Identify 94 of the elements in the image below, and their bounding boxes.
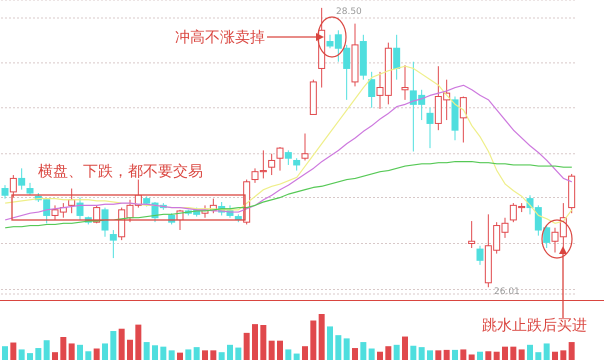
bar — [202, 350, 208, 360]
bar — [552, 352, 558, 360]
bar — [218, 352, 225, 360]
bar — [227, 344, 233, 360]
candlestick — [468, 220, 476, 248]
candlestick — [268, 153, 276, 176]
annotation: 28.50 — [336, 7, 362, 17]
candlestick — [2, 184, 8, 200]
candlestick — [26, 182, 34, 196]
bar — [118, 328, 125, 360]
bar — [535, 352, 542, 360]
bar — [285, 349, 292, 360]
bar — [44, 340, 50, 360]
bar — [518, 349, 525, 360]
bar — [468, 354, 475, 360]
bar — [135, 324, 142, 360]
bar — [68, 343, 75, 360]
bar — [152, 345, 158, 360]
candlestick — [102, 207, 108, 238]
bar — [560, 350, 566, 360]
bar — [294, 354, 300, 360]
bar — [394, 344, 400, 360]
candlestick — [426, 107, 434, 149]
candlestick — [293, 158, 300, 172]
candlestick — [76, 196, 84, 220]
bar — [194, 347, 200, 360]
candlestick — [10, 174, 17, 198]
bar — [485, 351, 492, 360]
bar — [444, 350, 450, 360]
annotation: 跳水止跌后买进 — [482, 316, 587, 334]
bar — [127, 340, 133, 360]
candlestick — [402, 64, 408, 100]
bar — [477, 352, 483, 360]
annotation: 横盘、下跌，都不要交易 — [38, 162, 203, 180]
candlestick — [276, 146, 284, 172]
bar — [318, 314, 325, 360]
bar — [568, 342, 575, 360]
bar — [10, 342, 16, 360]
bar — [510, 346, 516, 360]
bar — [352, 348, 358, 360]
bar — [402, 336, 408, 360]
bar — [377, 352, 383, 360]
candlestick — [460, 96, 467, 144]
bar — [335, 335, 342, 360]
bar — [327, 326, 333, 360]
bar — [27, 353, 33, 360]
candlestick — [110, 230, 117, 259]
bar — [302, 346, 308, 360]
bar — [344, 338, 350, 360]
candlestick — [302, 133, 308, 161]
bar — [210, 350, 216, 360]
bar — [360, 342, 366, 360]
bar — [527, 344, 533, 360]
bar — [77, 344, 83, 360]
bar — [52, 352, 58, 360]
bar — [177, 352, 183, 360]
bar — [494, 352, 500, 360]
bar — [144, 342, 150, 360]
bar — [460, 349, 466, 360]
bar — [94, 348, 100, 360]
bar — [2, 346, 8, 360]
bar — [418, 347, 425, 360]
bar — [368, 348, 375, 360]
annotation: 冲高不涨卖掉 — [175, 28, 265, 46]
bar — [235, 348, 242, 360]
bar — [110, 331, 116, 360]
candlestick — [18, 168, 26, 190]
annotation: 26.01 — [494, 287, 520, 297]
bar — [427, 350, 433, 360]
bar — [160, 346, 166, 360]
bar — [544, 343, 550, 360]
bar — [85, 351, 92, 360]
bar — [252, 324, 258, 360]
bar — [60, 337, 66, 360]
bar — [277, 340, 283, 360]
bar — [35, 348, 42, 360]
bar — [410, 346, 416, 360]
bar — [102, 343, 108, 360]
bar — [18, 349, 25, 360]
bar — [244, 332, 250, 360]
bar — [385, 346, 392, 360]
candlestick — [393, 34, 400, 80]
bar — [502, 346, 508, 360]
candlestick — [476, 245, 484, 266]
candlestick — [343, 44, 350, 100]
bar — [452, 350, 458, 360]
bar — [310, 320, 316, 360]
candlestick — [284, 150, 292, 166]
bar — [185, 349, 192, 360]
bar — [168, 350, 175, 360]
bar — [435, 350, 442, 360]
bar — [260, 325, 266, 360]
bar — [268, 340, 275, 360]
candlestick — [368, 71, 376, 108]
